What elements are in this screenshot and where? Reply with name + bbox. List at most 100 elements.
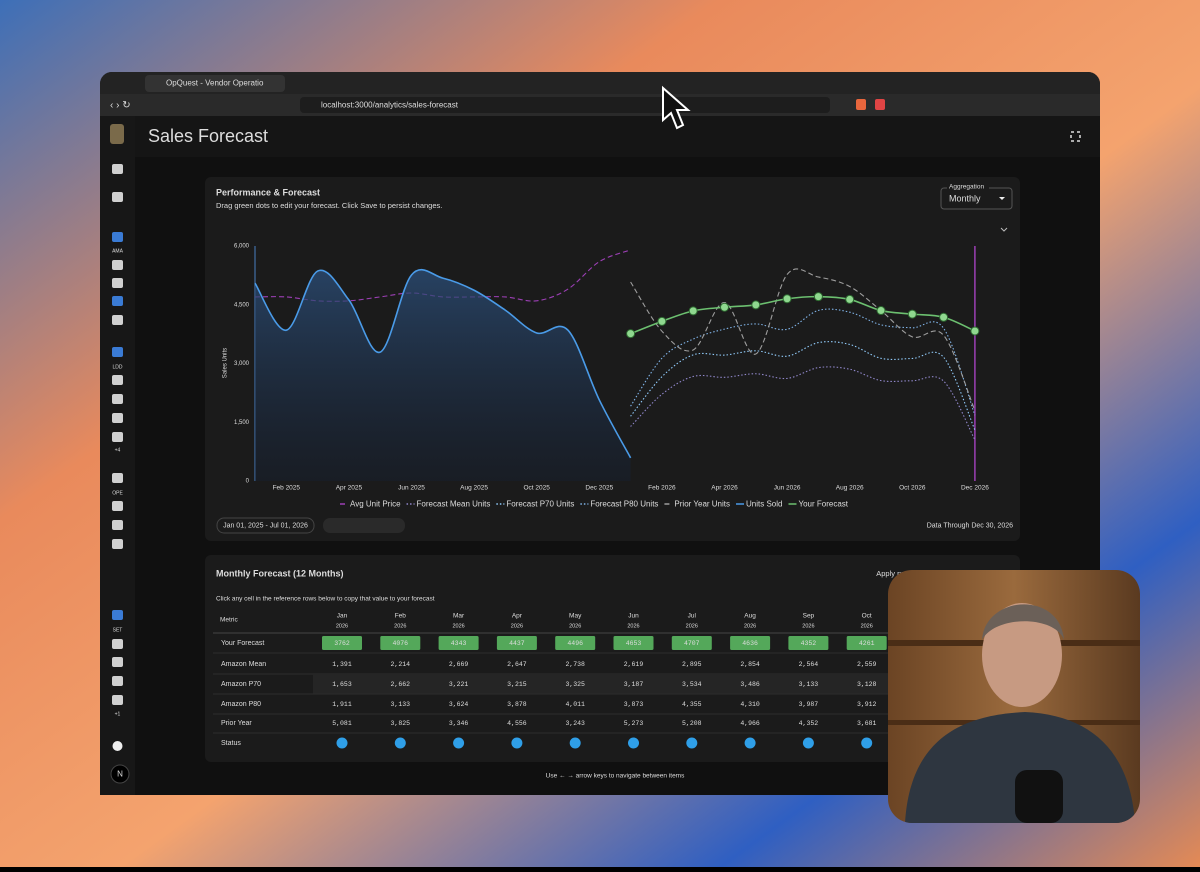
forecast-input[interactable]	[846, 636, 887, 650]
forecast-input[interactable]	[380, 636, 421, 650]
legend-label[interactable]: Forecast Mean Units	[417, 500, 491, 509]
cell-value[interactable]: 3,128	[857, 681, 877, 688]
forecast-handle[interactable]	[720, 302, 729, 312]
nav-icon[interactable]	[112, 676, 123, 686]
forecast-input[interactable]	[730, 636, 771, 650]
forecast-handle[interactable]	[751, 300, 761, 310]
month-header: Aug	[744, 613, 756, 620]
legend-label[interactable]: Units Sold	[746, 500, 782, 509]
nav-icon[interactable]	[112, 375, 123, 385]
nav-icon[interactable]	[112, 639, 123, 649]
nav-icon[interactable]	[112, 315, 123, 325]
cell-value[interactable]: 3,534	[682, 681, 702, 688]
cell-value[interactable]: 2,662	[391, 681, 411, 688]
cell-value[interactable]: 3,187	[624, 681, 644, 688]
cell-value[interactable]: 2,895	[682, 661, 702, 668]
legend-label[interactable]: Forecast P80 Units	[590, 500, 658, 509]
nav-icon[interactable]	[112, 610, 123, 620]
rewards-icon[interactable]	[875, 99, 885, 110]
cell-value[interactable]: 3,873	[624, 701, 644, 708]
row-label: Status	[221, 740, 241, 747]
forecast-handle[interactable]	[939, 312, 949, 322]
forecast-handle[interactable]	[813, 292, 823, 302]
tab[interactable]	[145, 75, 285, 92]
forecast-handle[interactable]	[907, 309, 917, 319]
cell-value[interactable]: 2,559	[857, 661, 877, 668]
collapse-caret[interactable]	[1000, 227, 1008, 232]
cell-value[interactable]: 4,310	[740, 701, 760, 708]
forecast-handle[interactable]	[657, 316, 667, 326]
nav-icon[interactable]	[112, 432, 123, 442]
cell-value[interactable]: 1,653	[332, 681, 352, 688]
cell-value[interactable]: 2,854	[740, 661, 760, 668]
forecast-input[interactable]	[613, 636, 654, 650]
cell-value[interactable]: 3,486	[740, 681, 760, 688]
cell-value[interactable]: 1,911	[332, 701, 352, 708]
nav-icon[interactable]	[112, 296, 123, 306]
cell-value[interactable]: 3,133	[799, 681, 819, 688]
year-header: 2026	[511, 623, 523, 629]
cell-value[interactable]: 1,391	[332, 661, 352, 668]
cell-value[interactable]: 2,647	[507, 661, 527, 668]
forecast-input[interactable]	[671, 636, 712, 650]
forecast-handle[interactable]	[626, 329, 636, 339]
forecast-input[interactable]	[438, 636, 479, 650]
select-value: Monthly	[949, 193, 981, 203]
legend-label[interactable]: Forecast P70 Units	[506, 500, 574, 509]
nav-icon[interactable]	[112, 413, 123, 423]
status-icon	[628, 737, 639, 749]
forecast-input[interactable]	[555, 636, 596, 650]
cell-value[interactable]: 2,214	[391, 661, 411, 668]
cell-value[interactable]: 3,325	[565, 681, 585, 688]
nav-icon[interactable]	[112, 539, 123, 549]
month-header: May	[569, 613, 582, 620]
legend-label[interactable]: Your Forecast	[798, 500, 848, 509]
cell-value[interactable]: 3,987	[799, 701, 819, 708]
cell-value[interactable]: 3,912	[857, 701, 877, 708]
cell-value[interactable]: 2,619	[624, 661, 644, 668]
nav-icon[interactable]	[112, 278, 123, 288]
nav-icon[interactable]	[112, 695, 123, 705]
fullscreen-button[interactable]	[1070, 131, 1081, 142]
cell-value[interactable]: 3,221	[449, 681, 469, 688]
forecast-handle[interactable]	[876, 306, 886, 316]
forecast-handle[interactable]	[970, 326, 980, 336]
forecast-handle[interactable]	[845, 294, 855, 304]
nav-section-label: +4	[115, 447, 121, 453]
cell-value[interactable]: 2,738	[565, 661, 585, 668]
nav-icon[interactable]	[112, 473, 123, 483]
nav-icon[interactable]	[112, 394, 123, 404]
theme-toggle[interactable]	[112, 741, 123, 751]
cell-value[interactable]: 2,564	[799, 661, 819, 668]
forecast-input[interactable]	[322, 636, 362, 650]
y-tick-label: 0	[246, 479, 250, 485]
cell-value[interactable]: 3,215	[507, 681, 527, 688]
cell-value[interactable]: 3,878	[507, 701, 527, 708]
legend-label[interactable]: Avg Unit Price	[350, 500, 401, 509]
nav-icon[interactable]	[112, 232, 123, 242]
cell-value[interactable]: 2,669	[449, 661, 469, 668]
cell-value: 3,681	[857, 720, 877, 727]
avatar[interactable]	[110, 764, 130, 784]
cell-value[interactable]: 3,133	[391, 701, 411, 708]
date-range-pill[interactable]	[216, 517, 315, 534]
nav-icon[interactable]	[112, 164, 123, 174]
cell-value: 3,243	[565, 720, 585, 727]
brave-icon[interactable]	[856, 99, 866, 110]
forecast-input[interactable]	[788, 636, 829, 650]
nav-icon[interactable]	[112, 520, 123, 530]
nav-buttons[interactable]: ‹ › ↻	[110, 100, 131, 111]
address-bar[interactable]	[300, 97, 830, 113]
forecast-input[interactable]	[496, 636, 537, 650]
nav-icon[interactable]	[112, 192, 123, 202]
nav-icon[interactable]	[112, 347, 123, 357]
legend-label[interactable]: Prior Year Units	[674, 500, 730, 509]
cell-value[interactable]: 3,624	[449, 701, 469, 708]
forecast-handle[interactable]	[782, 294, 792, 304]
forecast-handle[interactable]	[688, 306, 698, 316]
nav-icon[interactable]	[112, 501, 123, 511]
cell-value[interactable]: 4,011	[565, 701, 585, 708]
nav-icon[interactable]	[112, 260, 123, 270]
nav-icon[interactable]	[112, 657, 123, 667]
cell-value[interactable]: 4,355	[682, 701, 702, 708]
